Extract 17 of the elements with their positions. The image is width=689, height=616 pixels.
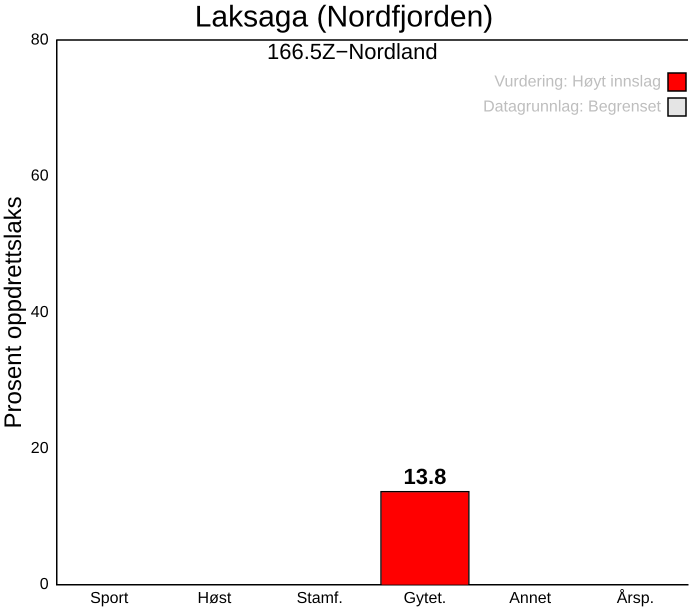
x-tick-label: Årsp. (616, 588, 654, 607)
y-axis-title: Prosent oppdrettslaks (0, 196, 28, 428)
y-tick-label: 0 (40, 576, 49, 594)
y-tick-label: 20 (30, 440, 49, 458)
x-tick-label: Annet (509, 590, 552, 607)
y-tick-label: 40 (30, 304, 49, 321)
x-tick-label: Høst (198, 590, 232, 607)
chart-subtitle: 166.5Z−Nordland (266, 39, 438, 64)
legend-label: Datagrunnlag: Begrenset (483, 98, 662, 116)
legend-label: Vurdering: Høyt innslag (494, 73, 661, 90)
x-tick-label: Stamf. (296, 590, 343, 607)
y-tick-label: 80 (30, 31, 49, 48)
x-tick-label: Gytet. (404, 590, 446, 607)
y-tick-label: 60 (30, 168, 49, 185)
chart-title: Laksaga (Nordfjorden) (194, 0, 494, 34)
data-label: 13.8 (404, 464, 446, 489)
x-tick-label: Sport (90, 590, 129, 607)
